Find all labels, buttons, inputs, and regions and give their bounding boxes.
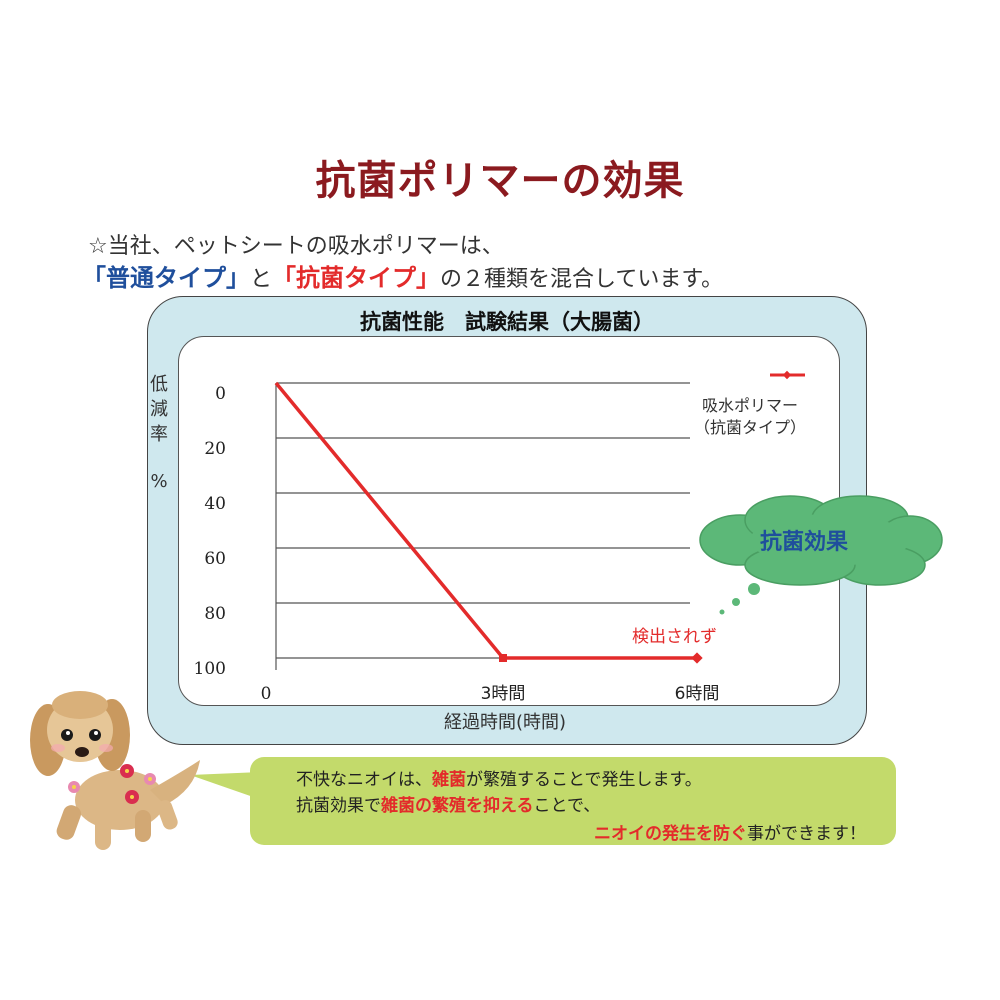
thought-bubble xyxy=(732,598,740,606)
callout-line-2: 抗菌効果で雑菌の繁殖を抑えることで、 xyxy=(296,791,600,816)
callout-pointer xyxy=(190,772,262,800)
legend-label: 吸水ポリマー （抗菌タイプ） xyxy=(680,395,820,439)
legend-line-2: （抗菌タイプ） xyxy=(693,418,806,437)
x-tick-label: 0 xyxy=(261,684,272,704)
y-axis-label: 低 減 率 % xyxy=(147,372,171,494)
intro-segment: と xyxy=(250,267,273,292)
y-tick-label: 0 xyxy=(215,384,226,404)
y-label-char: % xyxy=(150,471,168,492)
callout-highlight: 雑菌の繁殖を抑える xyxy=(381,796,534,816)
y-label-char: 減 xyxy=(150,399,168,420)
callout-text: 不快なニオイは、 xyxy=(296,770,432,790)
intro-line-2: 「普通タイプ」と「抗菌タイプ」の２種類を混合しています。 xyxy=(82,258,723,293)
series-line xyxy=(274,381,697,660)
intro-segment: 「抗菌タイプ」 xyxy=(272,264,441,292)
legend-line-1: 吸水ポリマー xyxy=(701,396,798,415)
callout-highlight: 雑菌 xyxy=(432,770,466,790)
chart-title: 抗菌性能 試験結果（大腸菌） xyxy=(360,310,654,334)
callout-text: が繁殖することで発生します。 xyxy=(466,770,702,790)
cloud-shape xyxy=(699,495,943,615)
intro-segment: の２種類を混合しています。 xyxy=(440,267,724,292)
dog-illustration xyxy=(30,691,200,850)
callout-highlight: ニオイの発生を防ぐ xyxy=(594,824,747,844)
cloud-label: 抗菌効果 xyxy=(760,530,849,555)
y-label-char: 低 xyxy=(150,374,168,395)
callout-text: ことで、 xyxy=(533,796,601,816)
x-tick-label: 6時間 xyxy=(675,684,720,704)
legend-marker xyxy=(782,370,792,380)
callout-line-3: ニオイの発生を防ぐ事ができます！ xyxy=(594,819,866,844)
data-point xyxy=(691,652,703,664)
thought-bubble xyxy=(719,609,725,615)
intro-line-1: ☆当社、ペットシートの吸水ポリマーは、 xyxy=(88,234,504,259)
callout-text: 事ができます！ xyxy=(747,824,866,844)
y-tick-label: 100 xyxy=(194,659,226,679)
page-title: 抗菌ポリマーの効果 xyxy=(315,158,685,204)
not-detected-label: 検出されず xyxy=(632,627,717,647)
y-tick-label: 20 xyxy=(204,439,226,459)
y-tick-label: 40 xyxy=(204,494,226,514)
y-tick-label: 60 xyxy=(204,549,226,569)
y-label-char: 率 xyxy=(150,424,168,445)
thought-bubble xyxy=(748,583,760,595)
callout-line-1: 不快なニオイは、雑菌が繁殖することで発生します。 xyxy=(296,765,702,790)
intro-segment: 「普通タイプ」 xyxy=(82,264,250,292)
callout-box: 不快なニオイは、雑菌が繁殖することで発生します。 抗菌効果で雑菌の繁殖を抑えるこ… xyxy=(250,757,896,845)
x-axis-label: 経過時間(時間) xyxy=(443,712,567,733)
data-point xyxy=(499,654,507,662)
y-tick-label: 80 xyxy=(204,604,226,624)
x-tick-label: 3時間 xyxy=(481,684,526,704)
callout-text: 抗菌効果で xyxy=(296,796,381,816)
